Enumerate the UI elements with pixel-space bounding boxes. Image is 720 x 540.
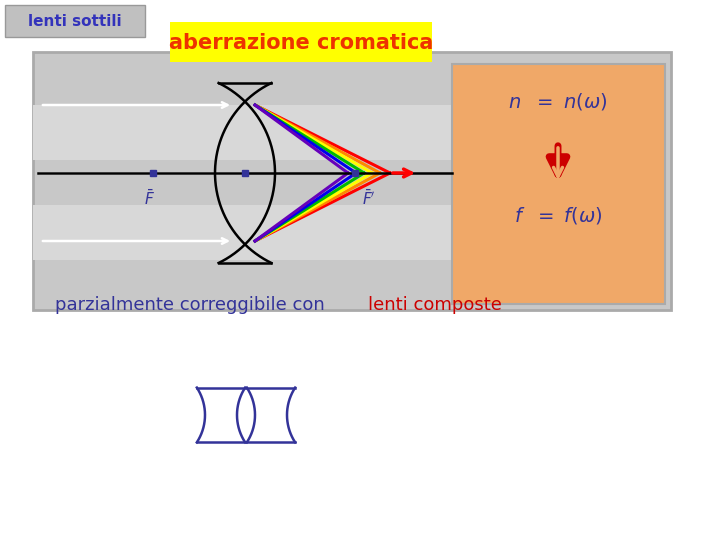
- Bar: [5, 5, 145, 37]
- Text: $\bar{F}'$: $\bar{F}'$: [362, 189, 376, 208]
- Text: lenti sottili: lenti sottili: [28, 14, 122, 29]
- Text: $\bar{F}$: $\bar{F}$: [143, 189, 155, 208]
- Text: $n\ \ =\ n(\omega)$: $n\ \ =\ n(\omega)$: [508, 91, 608, 112]
- Text: lenti composte: lenti composte: [368, 296, 502, 314]
- Bar: [170, 22, 432, 62]
- Bar: [33, 105, 451, 160]
- Text: $f\ \ =\ f(\omega)$: $f\ \ =\ f(\omega)$: [513, 205, 603, 226]
- Bar: [33, 52, 671, 310]
- Bar: [452, 64, 665, 304]
- Text: parzialmente correggibile con: parzialmente correggibile con: [55, 296, 330, 314]
- Bar: [33, 205, 451, 260]
- Text: aberrazione cromatica: aberrazione cromatica: [168, 33, 433, 53]
